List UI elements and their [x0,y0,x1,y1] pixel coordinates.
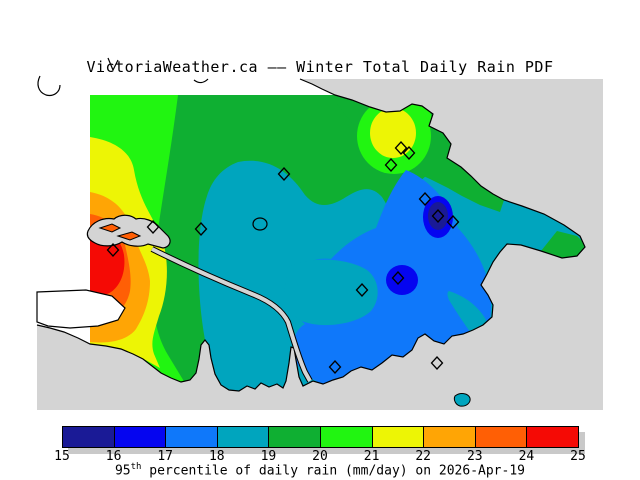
station-marker [394,141,408,155]
station-marker [106,243,120,257]
colorbar-segment [63,427,115,447]
colorbar-ticks: 15 16 17 18 19 20 21 22 23 24 25 [54,449,586,464]
coast-arc [193,78,209,84]
caption-base: 95 [114,463,131,479]
colorbar-segment [269,427,321,447]
island [453,393,471,407]
colorbar-segment [217,427,270,447]
station-marker [446,215,460,229]
colorbar-tick-label: 15 [54,449,70,464]
coastline [36,78,586,392]
colorbar-tick-label: 18 [208,449,225,464]
station-marker [384,158,398,172]
colorbar-segment [475,427,528,447]
colorbar-tick-label: 20 [312,449,328,464]
caption-superscript: th [130,462,142,472]
station-marker [391,271,405,285]
colorbar [62,426,579,448]
colorbar-segment [166,427,218,447]
caption-rest: percentile of daily rain (mm/day) on 202… [141,463,525,479]
harbour-spit [116,231,142,241]
coast-arc [37,75,61,97]
station-marker [430,356,444,370]
colorbar-tick-label: 21 [363,449,380,464]
colorbar-tick-label: 19 [260,449,277,464]
contour-patch-19-20-east-arm-tip [541,231,585,260]
station-marker [355,283,369,297]
colorbar-tick-label: 22 [415,449,432,464]
colorbar-tick-label: 24 [518,449,535,464]
coast-arc [107,57,119,72]
station-marker [402,146,416,160]
colorbar-segment [527,427,578,447]
contour-core-15-16-min [428,202,448,230]
colorbar-tick-label: 23 [466,449,483,464]
colorbar-tick-label: 17 [157,449,174,464]
station-marker [418,192,432,206]
contour-band-24-25-max [90,228,125,296]
station-marker [146,220,160,234]
station-marker [277,167,291,181]
colorbar-segment [424,427,476,447]
colorbar-tick-label: 16 [105,449,122,464]
colorbar-segment [114,427,167,447]
colorbar-segment [372,427,425,447]
colorbar-caption: 95th percentile of daily rain (mm/day) o… [62,462,578,478]
contour-patch-21-22-coastal [370,108,416,158]
sea-area [37,79,603,410]
station-marker [194,222,208,236]
harbour-basin [86,214,171,249]
lake-outline [252,217,268,231]
station-marker [431,209,445,223]
station-markers [106,141,460,374]
contour-tongue-18-19 [284,259,378,326]
inlet-channel [151,247,312,382]
colorbar-segment [320,427,373,447]
station-marker [328,360,342,374]
harbour-spit [98,223,122,233]
colorbar-tick-label: 25 [570,449,586,464]
headland-outside-domain [36,289,126,329]
figure-title: VictoriaWeather.ca —— Winter Total Daily… [86,58,554,76]
